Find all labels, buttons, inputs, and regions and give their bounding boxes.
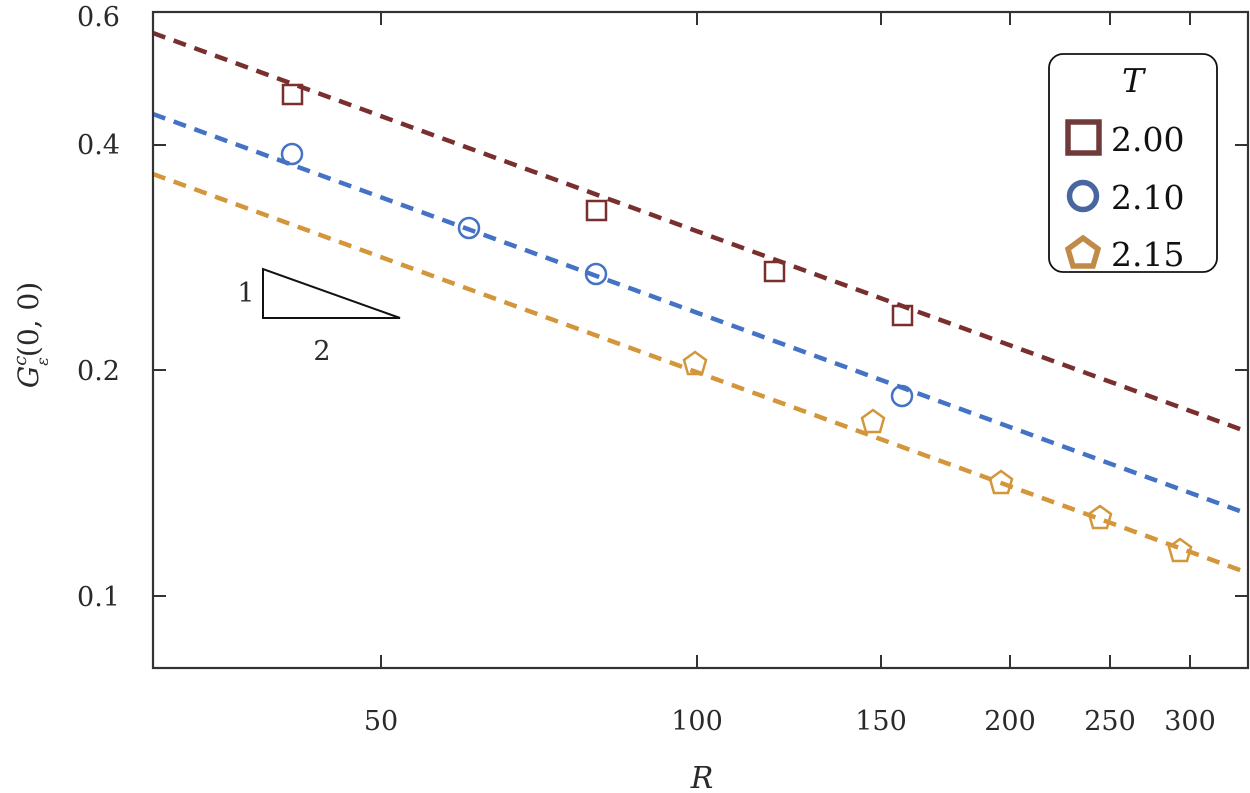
- slope-rise-label: 1: [237, 278, 254, 309]
- plot-frame: [151, 10, 1250, 670]
- data-point-pentagon: [682, 350, 708, 376]
- x-tick-label-100: 100: [671, 706, 723, 737]
- slope-triangle: 1 2: [237, 267, 401, 367]
- y-title-main: G: [12, 366, 45, 388]
- y-title-sub: ε: [33, 357, 52, 366]
- legend-circle-icon: [1066, 179, 1100, 213]
- y-title-sup: c: [10, 356, 31, 366]
- legend-box: [1048, 53, 1218, 273]
- legend-label-2.15: 2.15: [1111, 235, 1184, 274]
- y-tick-label-0.4: 0.4: [77, 130, 120, 161]
- svg-text:Gcε(0, 0): Gc ε(0, 0): [10, 282, 52, 388]
- y-tick-label-0.1: 0.1: [77, 582, 120, 613]
- data-point-pentagon: [1167, 537, 1193, 563]
- legend-title: T: [1122, 61, 1147, 100]
- series-2.10: [280, 142, 914, 408]
- y-tick-label-0.2: 0.2: [77, 356, 120, 387]
- data-point-pentagon: [1087, 504, 1113, 530]
- series-2.00: [281, 83, 914, 327]
- legend-label-2.00: 2.00: [1111, 120, 1184, 159]
- x-tick-label-50: 50: [364, 706, 398, 737]
- data-point-circle: [280, 142, 304, 166]
- x-tick-label-200: 200: [984, 706, 1036, 737]
- series-2.15: [682, 350, 1193, 563]
- data-point-circle: [584, 262, 608, 286]
- x-tick-label-300: 300: [1164, 706, 1216, 737]
- y-ticks: [153, 144, 1248, 597]
- slope-run-label: 2: [313, 336, 330, 367]
- x-tick-label-150: 150: [855, 706, 907, 737]
- x-axis-title: R: [690, 761, 714, 793]
- y-tick-label-0.6: 0.6: [77, 2, 120, 33]
- y-title-args: (0, 0): [12, 282, 45, 357]
- data-point-square: [763, 260, 786, 283]
- data-point-pentagon: [860, 408, 886, 434]
- x-tick-label-250: 250: [1084, 706, 1136, 737]
- data-point-circle: [457, 216, 481, 240]
- y-axis-title: Gc ε(0, 0): [10, 282, 52, 388]
- fit-line-2.00: [154, 30, 1247, 435]
- legend-label-2.10: 2.10: [1111, 178, 1184, 217]
- data-point-square: [891, 304, 914, 327]
- x-ticks: [380, 12, 1191, 668]
- legend-square-icon: [1065, 119, 1102, 156]
- data-point-pentagon: [988, 469, 1014, 495]
- data-point-square: [585, 199, 608, 222]
- legend: T 2.00 2.10 2.15: [1048, 53, 1218, 274]
- fit-line-2.10: [154, 111, 1247, 517]
- data-point-circle: [890, 384, 914, 408]
- data-point-square: [281, 83, 304, 106]
- legend-pentagon-icon: [1064, 234, 1102, 269]
